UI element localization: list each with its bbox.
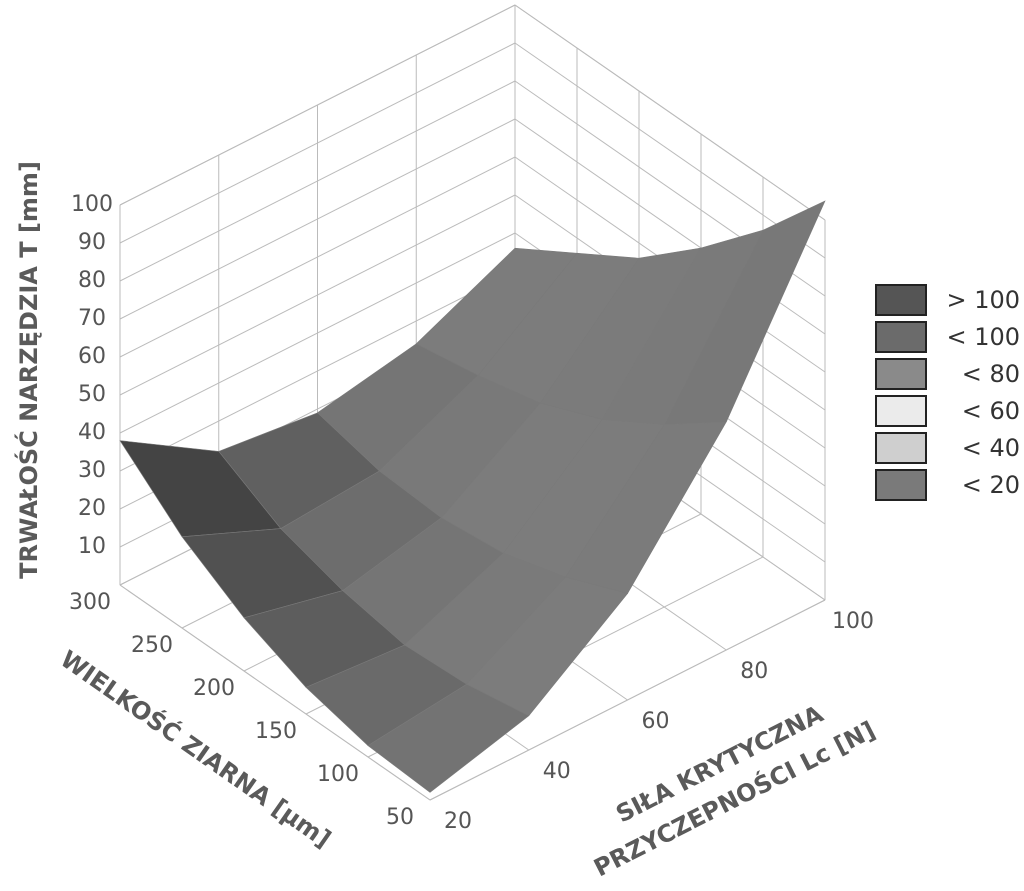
y-tick-label: 100 <box>317 762 359 787</box>
grid-line <box>119 118 516 320</box>
legend-swatch <box>875 469 927 501</box>
grid-line <box>514 4 826 221</box>
z-tick-label: 20 <box>78 496 106 521</box>
z-tick-label: 40 <box>78 420 106 445</box>
legend-label: < 20 <box>962 471 1020 499</box>
grid-line <box>119 194 516 396</box>
x-tick-label: 100 <box>832 609 874 634</box>
z-tick-label: 90 <box>78 230 106 255</box>
legend-label: < 40 <box>962 434 1020 462</box>
legend-label: > 100 <box>946 286 1020 314</box>
x-tick-label: 60 <box>642 709 670 734</box>
z-tick-label: 30 <box>78 458 106 483</box>
surface-patch <box>367 683 530 793</box>
legend-label: < 60 <box>962 397 1020 425</box>
grid-line <box>119 584 431 801</box>
legend-swatch <box>875 358 927 390</box>
y-tick-label: 300 <box>69 590 111 615</box>
grid-line <box>119 232 516 434</box>
legend-swatch <box>875 284 927 316</box>
grid-line <box>119 42 516 244</box>
legend-label: < 100 <box>946 323 1020 351</box>
grid-line <box>119 156 516 358</box>
y-tick-label: 150 <box>255 719 297 744</box>
legend-label: < 80 <box>962 360 1020 388</box>
legend-swatch <box>875 395 927 427</box>
z-tick-label: 70 <box>78 306 106 331</box>
grid-line <box>514 42 826 259</box>
z-tick-label: 60 <box>78 344 106 369</box>
legend-swatch <box>875 432 927 464</box>
x-tick-label: 20 <box>444 809 472 834</box>
y-tick-label: 200 <box>193 676 235 701</box>
grid-line <box>119 80 516 282</box>
grid-line <box>429 599 826 801</box>
y-tick-label: 250 <box>131 633 173 658</box>
legend-swatch <box>875 321 927 353</box>
x-tick-label: 40 <box>543 759 571 784</box>
grid-line <box>119 4 516 206</box>
z-tick-label: 50 <box>78 382 106 407</box>
z-axis-label: TRWAŁOŚĆ NARZĘDZIA T [mm] <box>13 161 43 579</box>
z-tick-label: 10 <box>78 534 106 559</box>
z-tick-label: 80 <box>78 268 106 293</box>
z-tick-label: 100 <box>71 192 113 217</box>
y-tick-label: 50 <box>386 805 414 830</box>
grid-line <box>119 270 516 472</box>
x-tick-label: 80 <box>740 659 768 684</box>
